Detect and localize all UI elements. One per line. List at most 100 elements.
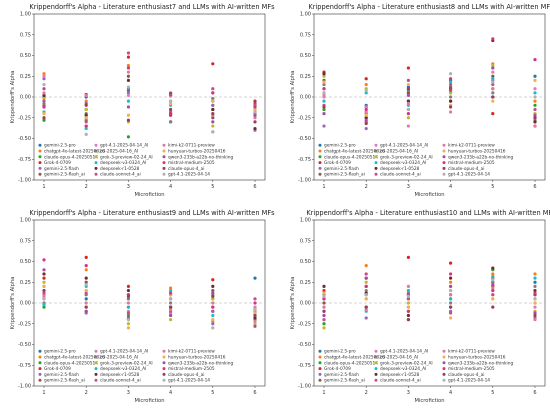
legend-marker (374, 355, 378, 359)
legend-marker (162, 161, 166, 165)
y-tick-label: -1.00 (18, 384, 31, 390)
legend-marker (162, 155, 166, 159)
legend-label: claude-sonnet-4_ai (380, 378, 421, 384)
data-point (406, 87, 410, 91)
data-point (364, 288, 368, 293)
data-point (364, 116, 368, 120)
data-point (126, 288, 130, 293)
legend-label: Grok-4-0709 (324, 160, 351, 166)
data-point (491, 70, 495, 74)
legend-label: gemini-2.5-flash_ai (324, 378, 365, 384)
legend-marker (318, 378, 322, 382)
data-point (169, 107, 173, 112)
data-point (449, 85, 453, 89)
data-point (84, 291, 88, 295)
x-axis-label: Microfiction (134, 192, 164, 198)
legend-label: claude-opus-4-20250514 (324, 360, 378, 366)
data-point (322, 72, 326, 76)
data-point (126, 118, 130, 122)
data-point (322, 74, 326, 78)
data-point (169, 297, 173, 301)
legend-label: mistral-medium-2505 (448, 366, 495, 372)
data-point (42, 102, 46, 106)
data-point (533, 318, 537, 322)
data-point (169, 120, 173, 124)
y-tick-label: -0.25 (298, 321, 311, 327)
data-point (491, 112, 495, 116)
legend-label: hunyuan-turbos-20250416 (448, 149, 506, 155)
y-tick-label: 0.00 (300, 301, 311, 307)
legend-marker (162, 367, 166, 371)
legend-marker (318, 155, 322, 159)
y-axis-label: Krippendorff's Alpha (290, 277, 296, 330)
legend-label: o3-2025-04-16_AI (380, 149, 418, 155)
legend-label: chatgpt-4o-latest-20250326 (44, 355, 105, 361)
y-tick-label: 0.25 (300, 280, 311, 286)
data-point (449, 316, 453, 320)
legend-label: gemini-2.5-flash (44, 372, 79, 378)
chart-title: Krippendorff's Alpha - Literature enthus… (306, 209, 550, 217)
data-point (322, 318, 326, 322)
data-point (406, 297, 410, 301)
data-point (126, 85, 130, 89)
legend-marker (38, 143, 42, 147)
legend-marker (318, 161, 322, 165)
data-point (42, 105, 46, 109)
data-point (84, 103, 88, 107)
data-point (364, 293, 368, 297)
x-tick-label: 5 (211, 390, 214, 396)
data-point (491, 37, 495, 41)
legend-marker (442, 149, 446, 153)
data-point (211, 305, 215, 309)
legend-marker (162, 172, 166, 176)
data-point (253, 322, 257, 326)
data-point (169, 102, 173, 106)
legend-label: kimi-k2-0711-preview (448, 349, 495, 355)
legend-marker (374, 161, 378, 165)
data-point (169, 313, 173, 318)
data-point (84, 99, 88, 103)
data-point (491, 80, 495, 84)
y-tick-label: -1.00 (298, 178, 311, 184)
legend-marker (162, 143, 166, 147)
data-point (491, 95, 495, 99)
data-point (42, 258, 46, 262)
legend-marker (374, 367, 378, 371)
legend-marker (94, 367, 98, 371)
data-point (406, 284, 410, 288)
x-tick-label: 3 (407, 390, 410, 396)
legend-marker (162, 361, 166, 365)
y-tick-label: 0.50 (300, 53, 311, 59)
legend-label: gemini-2.5-flash (44, 166, 79, 172)
data-point (406, 301, 410, 305)
data-point (253, 116, 257, 120)
y-tick-label: 0.50 (20, 53, 31, 59)
data-point (364, 113, 368, 117)
data-point (449, 77, 453, 81)
legend: gemini-2.5-prochatgpt-4o-latest-20250326… (318, 349, 513, 384)
legend-label: deepseek-v3-0324_AI (380, 366, 426, 372)
data-point (533, 113, 537, 117)
data-point (253, 110, 257, 114)
x-tick-label: 4 (449, 184, 452, 190)
data-point (533, 301, 537, 305)
data-point (533, 120, 537, 124)
x-tick-label: 1 (322, 184, 325, 190)
data-point (253, 324, 257, 328)
data-point (322, 105, 326, 109)
data-point (322, 294, 326, 298)
data-point (364, 276, 368, 280)
data-point (322, 284, 326, 288)
data-point (253, 319, 257, 323)
data-point (322, 112, 326, 116)
legend-marker (442, 378, 446, 382)
data-point (84, 120, 88, 124)
data-point (364, 91, 368, 95)
legend-marker (38, 361, 42, 365)
data-point (253, 311, 257, 315)
data-point (406, 116, 410, 120)
legend-label: grok-3-preview-02-24_AI (380, 154, 433, 160)
data-point (253, 316, 257, 320)
data-point (126, 93, 130, 97)
data-point (406, 99, 410, 103)
